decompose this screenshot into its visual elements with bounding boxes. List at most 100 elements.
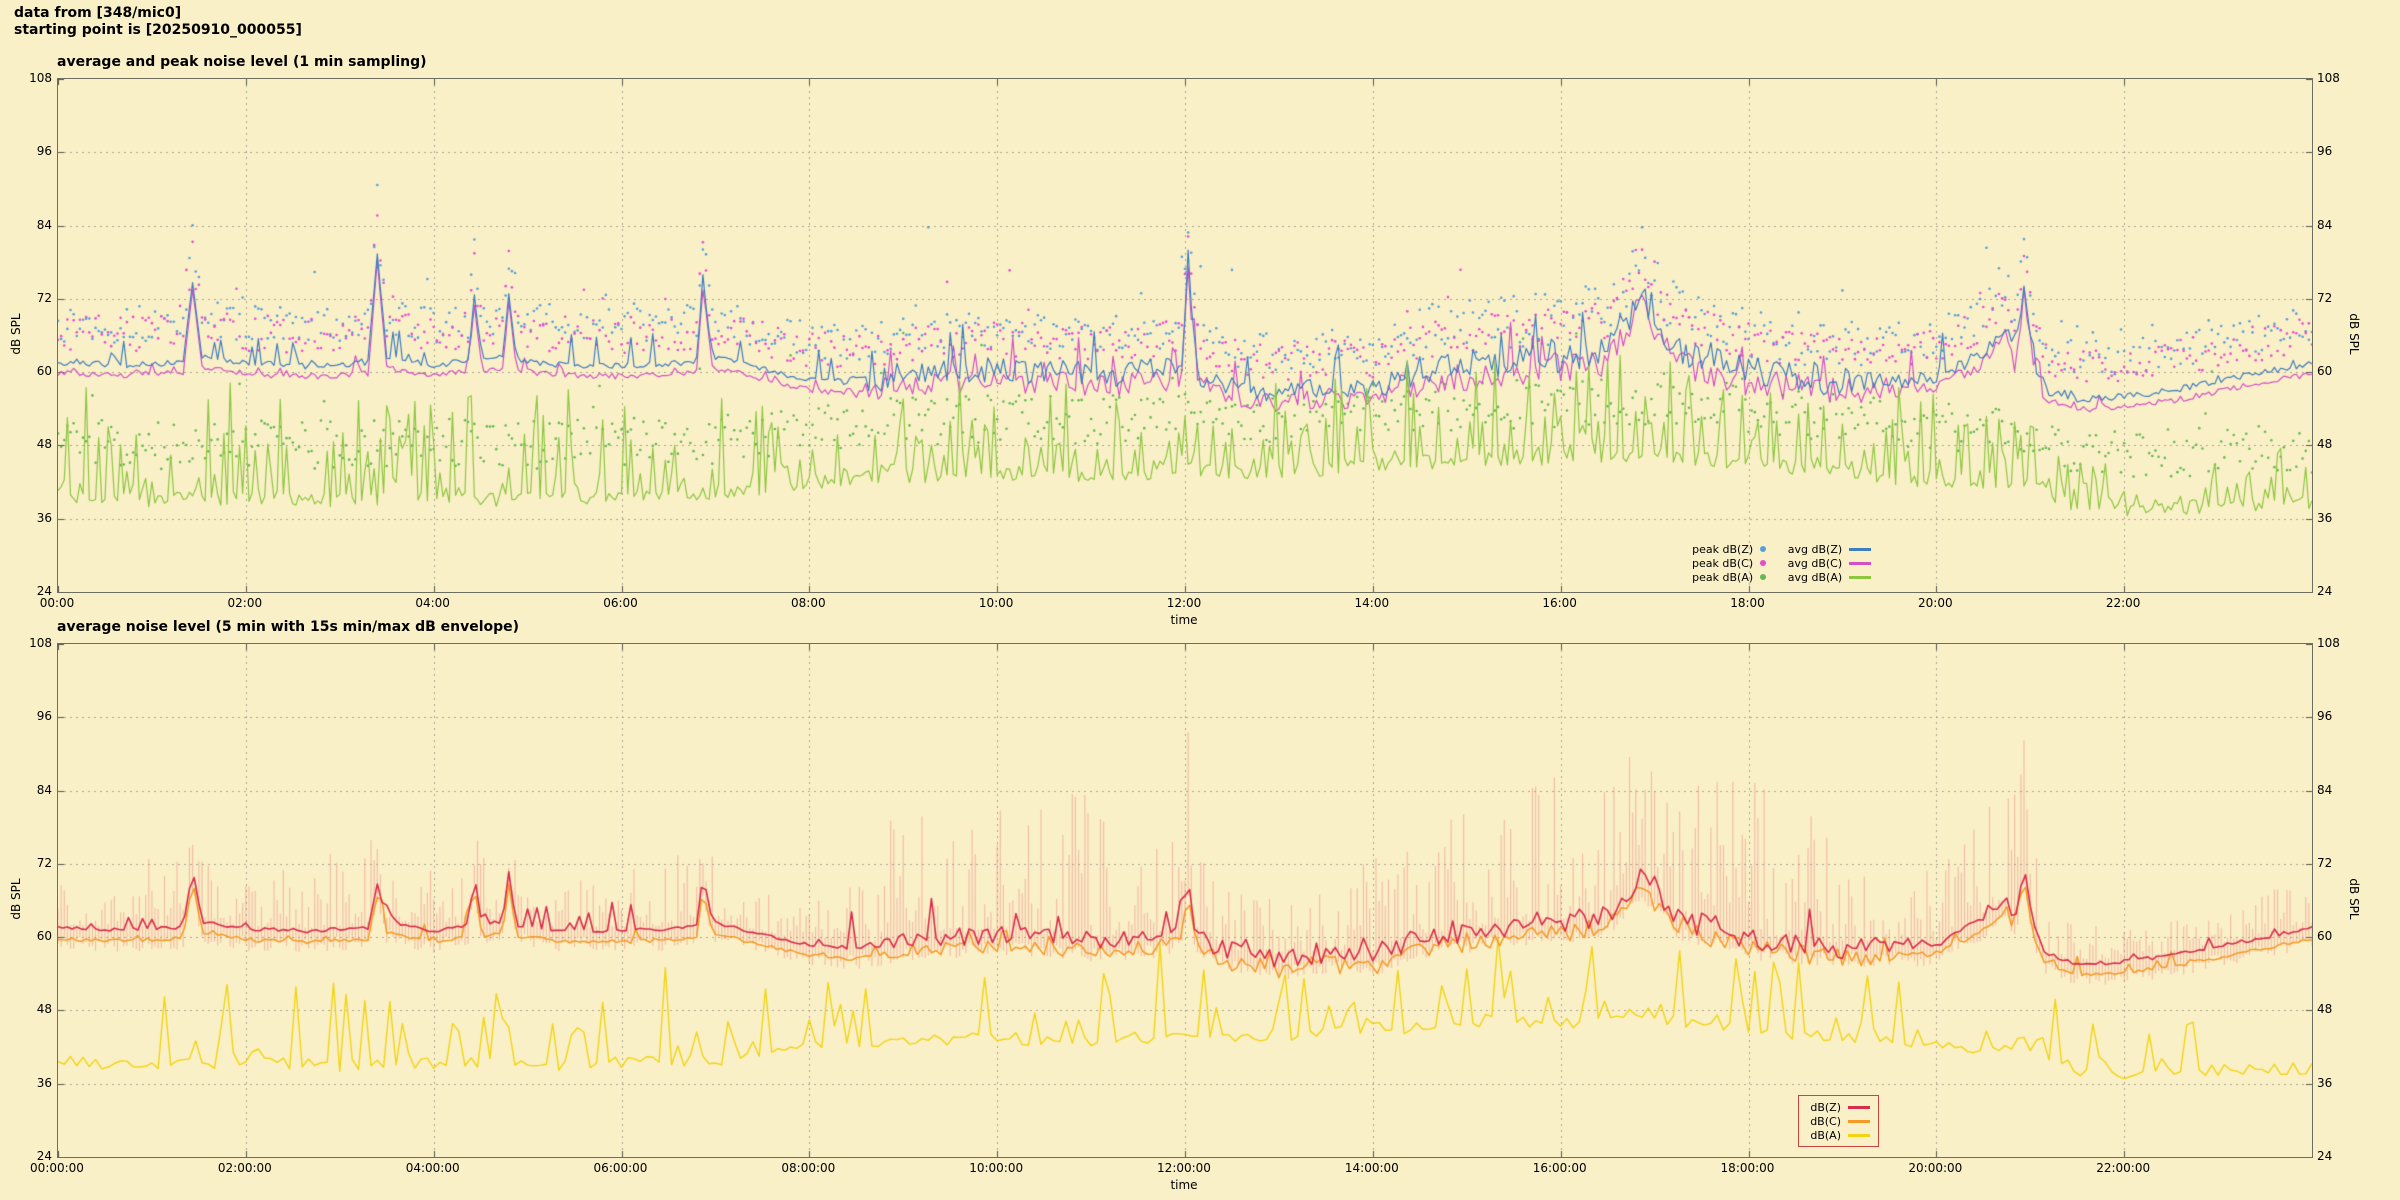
legend-dot-marker [1760, 546, 1767, 552]
y-tick-label: 60 [36, 364, 52, 379]
y-tick-label: 60 [2317, 364, 2333, 379]
chart-title: average noise level (5 min with 15s min/… [57, 619, 520, 635]
legend-dot-marker [1760, 560, 1767, 566]
y-axis-label-left: dB SPL [9, 313, 23, 355]
legend-item: peak dB(C) [1692, 556, 1767, 570]
y-tick-label: 36 [2317, 510, 2333, 525]
y-tick-label: 84 [36, 782, 52, 797]
y-tick-label: 24 [36, 1149, 52, 1163]
x-tick-label: 08:00:00 [781, 1161, 836, 1175]
x-tick-label: 18:00:00 [1720, 1161, 1775, 1175]
y-tick-label: 36 [36, 510, 52, 525]
x-tick-label: 10:00:00 [969, 1161, 1024, 1175]
y-tick-label: 48 [2317, 437, 2333, 452]
x-tick-label: 18:00 [1730, 596, 1765, 610]
legend: dB(Z) dB(C) dB(A) [1798, 1095, 1879, 1147]
legend-item: avg dB(Z) [1782, 542, 1872, 556]
y-tick-label: 60 [36, 929, 52, 944]
x-tick-label: 04:00:00 [405, 1161, 460, 1175]
y-tick-label: 36 [2317, 1075, 2333, 1090]
y-tick-label: 108 [29, 71, 52, 85]
legend-label: avg dB(A) [1787, 570, 1843, 584]
chart-average-with-envelope: average noise level (5 min with 15s min/… [0, 605, 2400, 1200]
legend-line-marker [1849, 547, 1872, 551]
x-tick-label: 04:00 [415, 596, 450, 610]
y-tick-label: 36 [36, 1075, 52, 1090]
y-tick-label: 96 [36, 144, 52, 159]
x-tick-label: 22:00 [2105, 596, 2141, 610]
legend-item: avg dB(A) [1782, 570, 1872, 584]
y-tick-label: 84 [2317, 217, 2333, 232]
legend-label: peak dB(C) [1692, 556, 1754, 570]
x-tick-label: 14:00:00 [1344, 1161, 1399, 1175]
x-axis-label: time [1170, 613, 1198, 627]
y-tick-label: 108 [2317, 71, 2340, 85]
y-tick-label: 48 [36, 1002, 52, 1017]
y-tick-label: 24 [36, 584, 52, 598]
x-tick-label: 16:00 [1542, 596, 1577, 610]
legend-item: avg dB(C) [1782, 556, 1872, 570]
y-tick-label: 24 [2317, 1149, 2333, 1163]
y-tick-label: 96 [36, 709, 52, 724]
y-tick-label: 72 [2317, 855, 2333, 870]
legend-item: peak dB(Z) [1692, 542, 1767, 556]
y-axis-label-left: dB SPL [9, 878, 23, 920]
header-starting-point: starting point is [20250910_000055] [14, 22, 302, 38]
x-tick-label: 20:00 [1918, 596, 1953, 610]
x-tick-label: 12:00 [1166, 596, 1202, 610]
legend-line-marker [1848, 1133, 1870, 1137]
y-tick-label: 24 [2317, 584, 2333, 598]
legend-label: dB(C) [1810, 1114, 1841, 1128]
x-tick-label: 10:00 [978, 596, 1014, 610]
x-tick-label: 06:00 [603, 596, 638, 610]
x-tick-label: 22:00:00 [2096, 1161, 2151, 1175]
y-tick-label: 72 [36, 855, 52, 870]
x-tick-label: 14:00 [1354, 596, 1390, 610]
legend-label: dB(A) [1810, 1128, 1841, 1142]
chart-average-and-peak: average and peak noise level (1 min samp… [0, 40, 2400, 627]
legend-label: avg dB(Z) [1787, 542, 1843, 556]
legend-item: peak dB(A) [1692, 570, 1767, 584]
y-tick-label: 84 [2317, 782, 2333, 797]
legend-item: dB(Z) [1807, 1100, 1870, 1114]
legend-line-marker [1849, 575, 1872, 579]
x-tick-label: 00:00:00 [30, 1161, 84, 1175]
y-tick-label: 84 [36, 217, 52, 232]
y-tick-label: 48 [2317, 1002, 2333, 1017]
x-tick-label: 02:00 [227, 596, 263, 610]
x-tick-label: 16:00:00 [1532, 1161, 1587, 1175]
legend-label: peak dB(Z) [1692, 542, 1754, 556]
page-header: data from [348/mic0] starting point is [… [14, 5, 302, 39]
legend-item: dB(A) [1807, 1128, 1870, 1142]
plot-area [57, 643, 2313, 1158]
legend-label: peak dB(A) [1692, 570, 1754, 584]
x-axis-label: time [1170, 1178, 1198, 1192]
legend-dot-marker [1760, 574, 1767, 580]
x-tick-label: 06:00:00 [593, 1161, 648, 1175]
y-tick-label: 108 [2317, 636, 2340, 650]
plot-area [57, 78, 2313, 593]
legend-line-marker [1849, 561, 1872, 565]
legend-label: avg dB(C) [1787, 556, 1843, 570]
y-tick-label: 96 [2317, 709, 2333, 724]
legend-item: dB(C) [1807, 1114, 1870, 1128]
y-axis-label-right: dB SPL [2347, 878, 2361, 920]
y-tick-label: 72 [36, 290, 52, 305]
y-tick-label: 60 [2317, 929, 2333, 944]
chart-title: average and peak noise level (1 min samp… [57, 54, 427, 70]
y-tick-label: 48 [36, 437, 52, 452]
y-tick-label: 96 [2317, 144, 2333, 159]
x-tick-label: 02:00:00 [217, 1161, 272, 1175]
x-tick-label: 00:00 [39, 596, 75, 610]
y-axis-label-right: dB SPL [2347, 313, 2361, 355]
legend-line-marker [1848, 1119, 1870, 1123]
legend: peak dB(Z) peak dB(C) peak dB(A) avg dB(Z) a… [1692, 542, 1872, 584]
x-tick-label: 08:00 [791, 596, 826, 610]
x-tick-label: 12:00:00 [1157, 1161, 1211, 1175]
legend-label: dB(Z) [1810, 1100, 1841, 1114]
legend-line-marker [1848, 1105, 1870, 1109]
x-tick-label: 20:00:00 [1908, 1161, 1963, 1175]
y-tick-label: 72 [2317, 290, 2333, 305]
header-source: data from [348/mic0] [14, 5, 182, 21]
y-tick-label: 108 [29, 636, 52, 650]
